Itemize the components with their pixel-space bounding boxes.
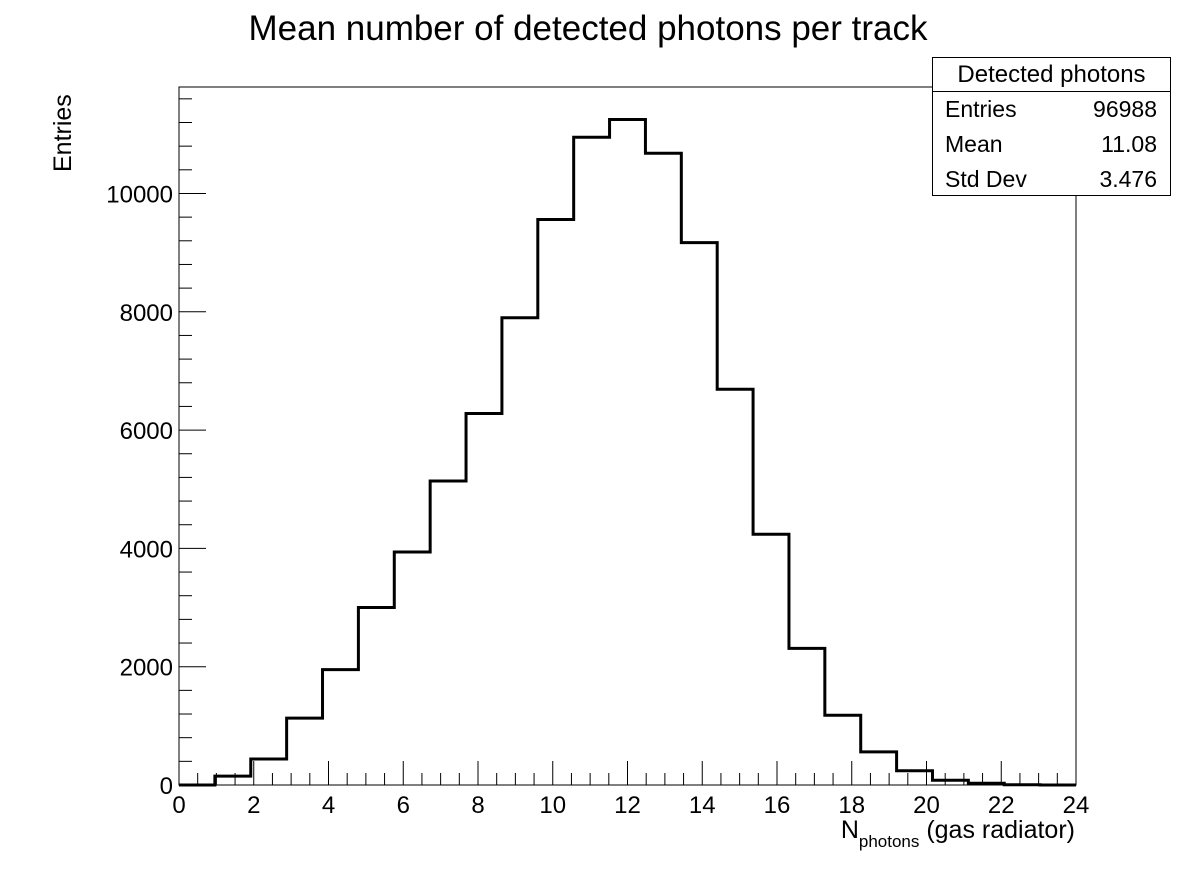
stats-row-entries: Entries 96988: [933, 92, 1170, 127]
chart-title: Mean number of detected photons per trac…: [248, 9, 928, 48]
x-tick-label: 10: [539, 792, 566, 819]
y-tick-label: 10000: [106, 181, 173, 208]
x-tick-label: 6: [397, 792, 410, 819]
x-tick-label: 14: [689, 792, 716, 819]
histogram-line: [179, 118, 1076, 787]
x-tick-label: 24: [1063, 792, 1090, 819]
x-axis-label-sub: photons: [859, 832, 920, 851]
x-axis-label-main: N: [841, 816, 859, 844]
y-axis-label: Entries: [49, 94, 77, 172]
x-tick-label: 16: [764, 792, 791, 819]
stats-row-mean: Mean 11.08: [933, 127, 1170, 162]
stats-stddev-label: Std Dev: [945, 166, 1027, 192]
x-tick-label: 18: [838, 792, 865, 819]
axes: 0 2 4 6 8 10 12 14 16 18 20 22 240200040006000800010…: [106, 98, 1090, 819]
y-tick-label: 0: [160, 773, 173, 800]
x-tick-label: 22: [988, 792, 1015, 819]
x-tick-label: 12: [614, 792, 641, 819]
stats-row-stddev: Std Dev 3.476: [933, 162, 1170, 197]
stats-title: Detected photons: [933, 58, 1170, 92]
x-axis-label: Nphotons (gas radiator): [841, 816, 1075, 851]
x-tick-label: 2: [247, 792, 260, 819]
y-tick-label: 2000: [120, 655, 173, 682]
y-tick-label: 6000: [120, 418, 173, 445]
y-tick-label: 4000: [120, 536, 173, 563]
x-tick-label: 4: [322, 792, 335, 819]
x-tick-label: 20: [913, 792, 940, 819]
stats-mean-label: Mean: [945, 131, 1003, 157]
stats-entries-value: 96988: [1093, 96, 1157, 122]
x-tick-label: 0: [172, 792, 185, 819]
x-tick-label: 8: [471, 792, 484, 819]
stats-entries-label: Entries: [945, 96, 1017, 122]
stats-box: Detected photons Entries 96988 Mean 11.0…: [932, 57, 1171, 196]
y-tick-label: 8000: [120, 300, 173, 327]
stats-mean-value: 11.08: [1101, 131, 1157, 157]
stats-stddev-value: 3.476: [1099, 166, 1157, 192]
x-axis-label-suffix: (gas radiator): [919, 816, 1075, 844]
